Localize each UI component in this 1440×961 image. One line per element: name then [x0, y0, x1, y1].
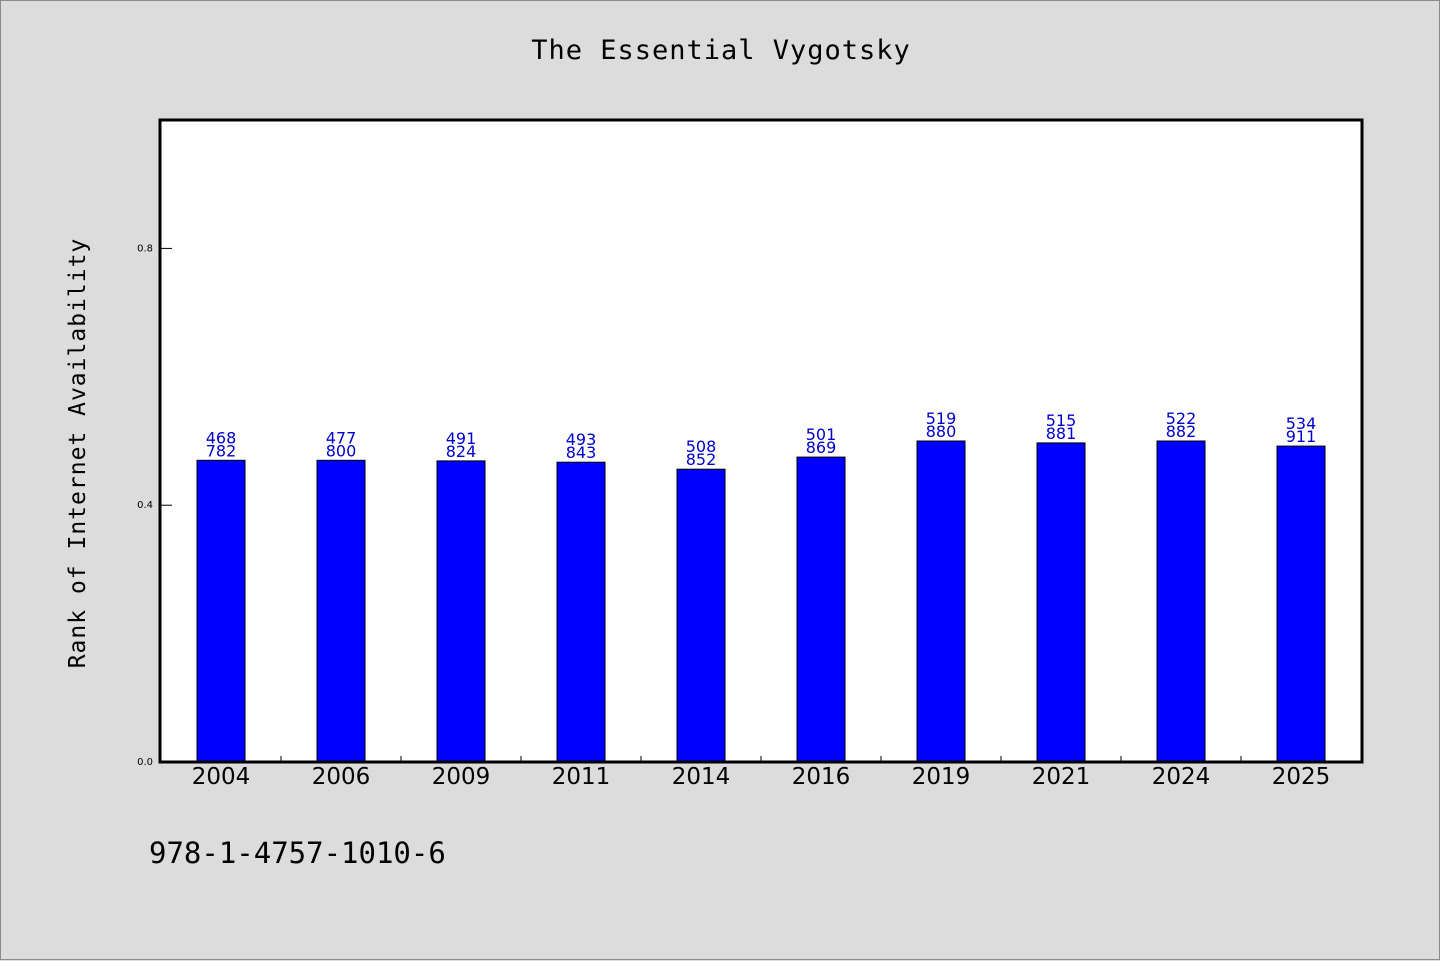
- x-tick-label-2011: 2011: [552, 764, 611, 790]
- x-tick-label-2009: 2009: [432, 764, 491, 790]
- bar-label-top-2011: 493: [566, 430, 597, 449]
- bar-label-bottom-2019: 880: [926, 422, 957, 441]
- bar-label-bottom-2014: 852: [686, 450, 717, 469]
- bar-label-top-2004: 468: [206, 428, 237, 447]
- bar-label-top-2021: 515: [1046, 411, 1077, 430]
- x-tick-label-2019: 2019: [912, 764, 971, 790]
- bar-label-bottom-2006: 800: [326, 441, 357, 460]
- bar-label-bottom-2021: 881: [1046, 424, 1077, 443]
- bar-2004: [196, 459, 246, 763]
- bar-label-top-2016: 501: [806, 425, 837, 444]
- bar-label-top-2006: 477: [326, 428, 357, 447]
- x-tick-label-2014: 2014: [672, 764, 731, 790]
- bar-label-bottom-2004: 782: [206, 441, 237, 460]
- bar-label-top-2009: 491: [446, 429, 477, 448]
- bar-2011: [556, 461, 606, 763]
- bars-layer: [196, 440, 1326, 763]
- bar-2016: [796, 456, 846, 763]
- bar-2019: [916, 440, 966, 763]
- x-tick-label-2025: 2025: [1272, 764, 1331, 790]
- bar-2024: [1156, 440, 1206, 763]
- x-tick-label-2016: 2016: [792, 764, 851, 790]
- bar-label-bottom-2025: 911: [1286, 427, 1317, 446]
- x-axis: 2004 2006 2009 2011 2014 2016 2019 2021 2024 2025: [192, 756, 1331, 790]
- y-tick-label-0.0: 0.0: [137, 757, 153, 768]
- isbn-text: 978-1-4757-1010-6: [149, 836, 446, 870]
- x-tick-label-2004: 2004: [192, 764, 251, 790]
- y-tick-label-0.4: 0.4: [137, 500, 153, 511]
- bar-2014: [676, 468, 726, 763]
- bar-2021: [1036, 442, 1086, 763]
- y-tick-label-0.8: 0.8: [137, 243, 153, 254]
- x-tick-label-2006: 2006: [312, 764, 371, 790]
- bar-label-top-2014: 508: [686, 437, 717, 456]
- bar-label-top-2024: 522: [1166, 409, 1197, 428]
- bar-label-top-2019: 519: [926, 409, 957, 428]
- x-tick-label-2024: 2024: [1152, 764, 1211, 790]
- bar-label-bottom-2009: 824: [446, 442, 477, 461]
- bar-2006: [316, 459, 366, 763]
- bar-2025: [1276, 445, 1326, 763]
- bar-label-bottom-2024: 882: [1166, 422, 1197, 441]
- x-tick-label-2021: 2021: [1032, 764, 1091, 790]
- bar-label-bottom-2016: 869: [806, 438, 837, 457]
- bar-label-top-2025: 534: [1286, 414, 1317, 433]
- chart-title: The Essential Vygotsky: [531, 35, 911, 66]
- bar-label-bottom-2011: 843: [566, 443, 597, 462]
- plot-border: [158, 118, 1364, 764]
- bar-2009: [436, 460, 486, 763]
